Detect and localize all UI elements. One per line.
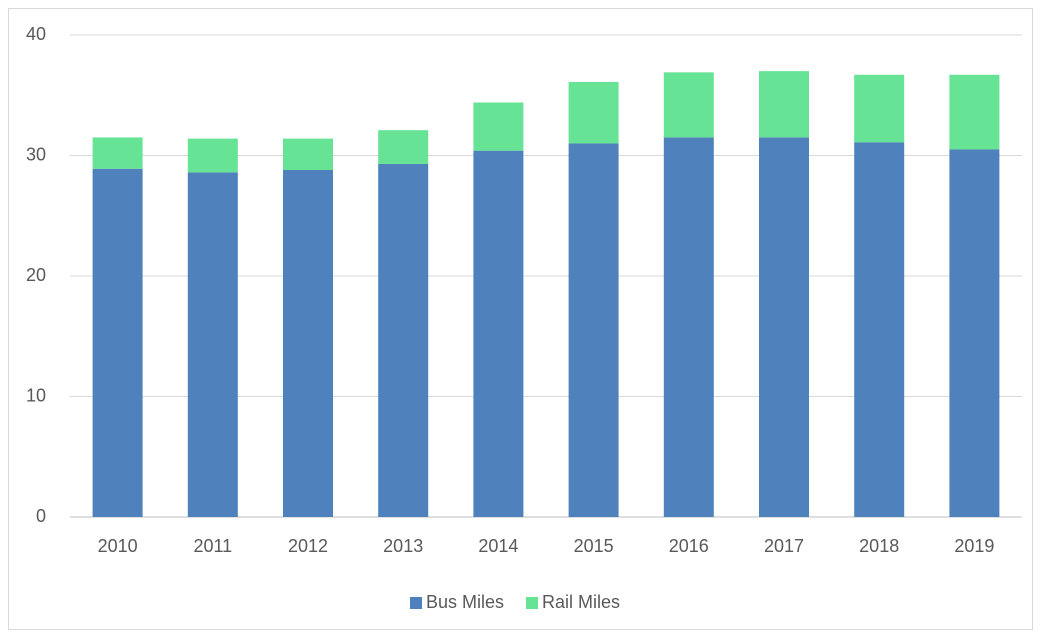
x-tick-label: 2017 <box>764 536 804 556</box>
x-tick-label: 2010 <box>98 536 138 556</box>
y-tick-label: 40 <box>26 24 46 44</box>
x-tick-label: 2016 <box>669 536 709 556</box>
bar <box>663 137 714 518</box>
bar <box>759 71 809 138</box>
y-tick-label: 20 <box>26 265 46 285</box>
bar <box>92 168 143 517</box>
bar <box>663 72 714 138</box>
bar <box>949 149 1000 517</box>
bar <box>949 74 1000 150</box>
x-tick-label: 2013 <box>383 536 423 556</box>
bar <box>854 142 905 517</box>
x-tick-label: 2019 <box>954 536 994 556</box>
bar <box>473 150 524 517</box>
legend-label: Rail Miles <box>542 592 620 612</box>
bar <box>759 137 809 518</box>
x-tick-label: 2012 <box>288 536 328 556</box>
legend-swatch <box>410 597 422 609</box>
legend-label: Bus Miles <box>426 592 504 612</box>
bar <box>568 143 619 517</box>
bar <box>378 130 429 164</box>
bar <box>473 102 524 151</box>
bar <box>92 137 143 169</box>
bar <box>187 138 238 173</box>
bar <box>568 81 619 144</box>
x-tick-label: 2011 <box>193 536 232 556</box>
bar <box>283 138 333 170</box>
bar <box>283 169 333 517</box>
y-tick-label: 0 <box>36 506 46 526</box>
bar <box>378 163 429 517</box>
legend-swatch <box>526 597 539 609</box>
x-tick-label: 2014 <box>478 536 518 556</box>
y-tick-label: 30 <box>26 144 46 164</box>
x-tick-label: 2018 <box>859 536 899 556</box>
bar <box>187 172 238 517</box>
bar <box>854 74 905 143</box>
x-tick-label: 2015 <box>574 536 614 556</box>
y-tick-label: 10 <box>26 385 46 405</box>
